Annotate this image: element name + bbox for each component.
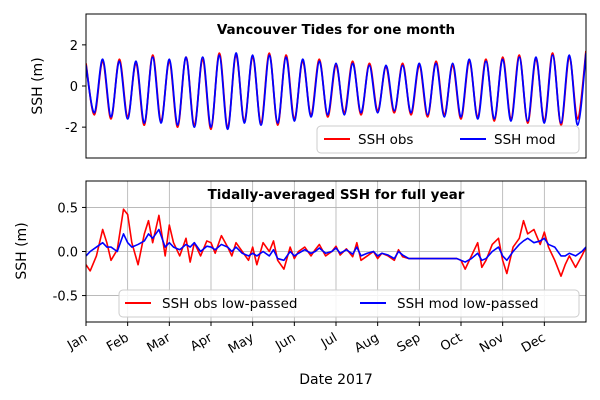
y-tick-label: -0.5 <box>53 290 78 305</box>
x-tick-label: Jun <box>272 330 298 354</box>
lowpass-panel: -0.5 0.0 0.5 Jan Feb Mar Apr May Jun Jul Aug Sep Oc… <box>14 180 587 388</box>
tides-legend-box <box>316 125 580 154</box>
series-ssh-mod-lowpassed-line <box>86 228 586 263</box>
x-tick-label: Mar <box>145 330 174 356</box>
x-tick-label: Oct <box>438 330 465 354</box>
x-tick-label: Jan <box>64 330 90 354</box>
legend-obs-lp-label: SSH obs low-passed <box>162 296 297 312</box>
lowpass-y-axis-label: SSH (m) <box>14 222 30 279</box>
x-tick-label: Apr <box>188 330 216 355</box>
x-tick-label: Feb <box>104 330 131 355</box>
tides-title: Vancouver Tides for one month <box>217 22 455 38</box>
tides-legend: SSH obs SSH mod <box>316 125 580 154</box>
x-tick-label: Sep <box>395 330 424 355</box>
x-axis-label: Date 2017 <box>299 372 373 388</box>
x-tick-label: Nov <box>477 330 507 356</box>
legend-mod-label: SSH mod <box>494 132 556 148</box>
lowpass-legend: SSH obs low-passed SSH mod low-passed <box>118 289 580 318</box>
lowpass-legend-box <box>118 289 580 318</box>
series-ssh-obs-lowpassed-line <box>86 208 586 277</box>
y-tick-label: 0.5 <box>57 201 78 216</box>
y-tick-label: -2 <box>65 121 78 136</box>
y-tick-label: 0 <box>70 80 78 95</box>
tides-panel: -2 0 2 Vancouver Tides for one month SSH (… <box>30 13 587 159</box>
lowpass-title: Tidally-averaged SSH for full year <box>208 187 465 203</box>
tides-y-axis-label: SSH (m) <box>30 57 46 114</box>
lowpass-series <box>86 208 586 277</box>
tides-axes-frame-border <box>85 13 587 159</box>
x-tick-label: Dec <box>519 330 548 356</box>
lowpass-axes-frame-border <box>85 180 587 323</box>
lowpass-y-ticks: -0.5 0.0 0.5 <box>53 201 86 305</box>
x-tick-label: May <box>226 330 257 357</box>
series-ssh-mod-line <box>86 52 586 131</box>
x-tick-label: Aug <box>352 330 381 356</box>
legend-obs-label: SSH obs <box>358 132 413 148</box>
legend-mod-lp-label: SSH mod low-passed <box>397 296 539 312</box>
tides-series <box>86 50 586 131</box>
x-tick-label: Jul <box>318 330 340 351</box>
tides-y-ticks: -2 0 2 <box>65 39 86 136</box>
lowpass-x-ticks: Jan Feb Mar Apr May Jun Jul Aug Sep Oct Nov Dec <box>64 322 548 357</box>
y-tick-label: 0.0 <box>57 246 78 261</box>
y-tick-label: 2 <box>70 39 78 54</box>
